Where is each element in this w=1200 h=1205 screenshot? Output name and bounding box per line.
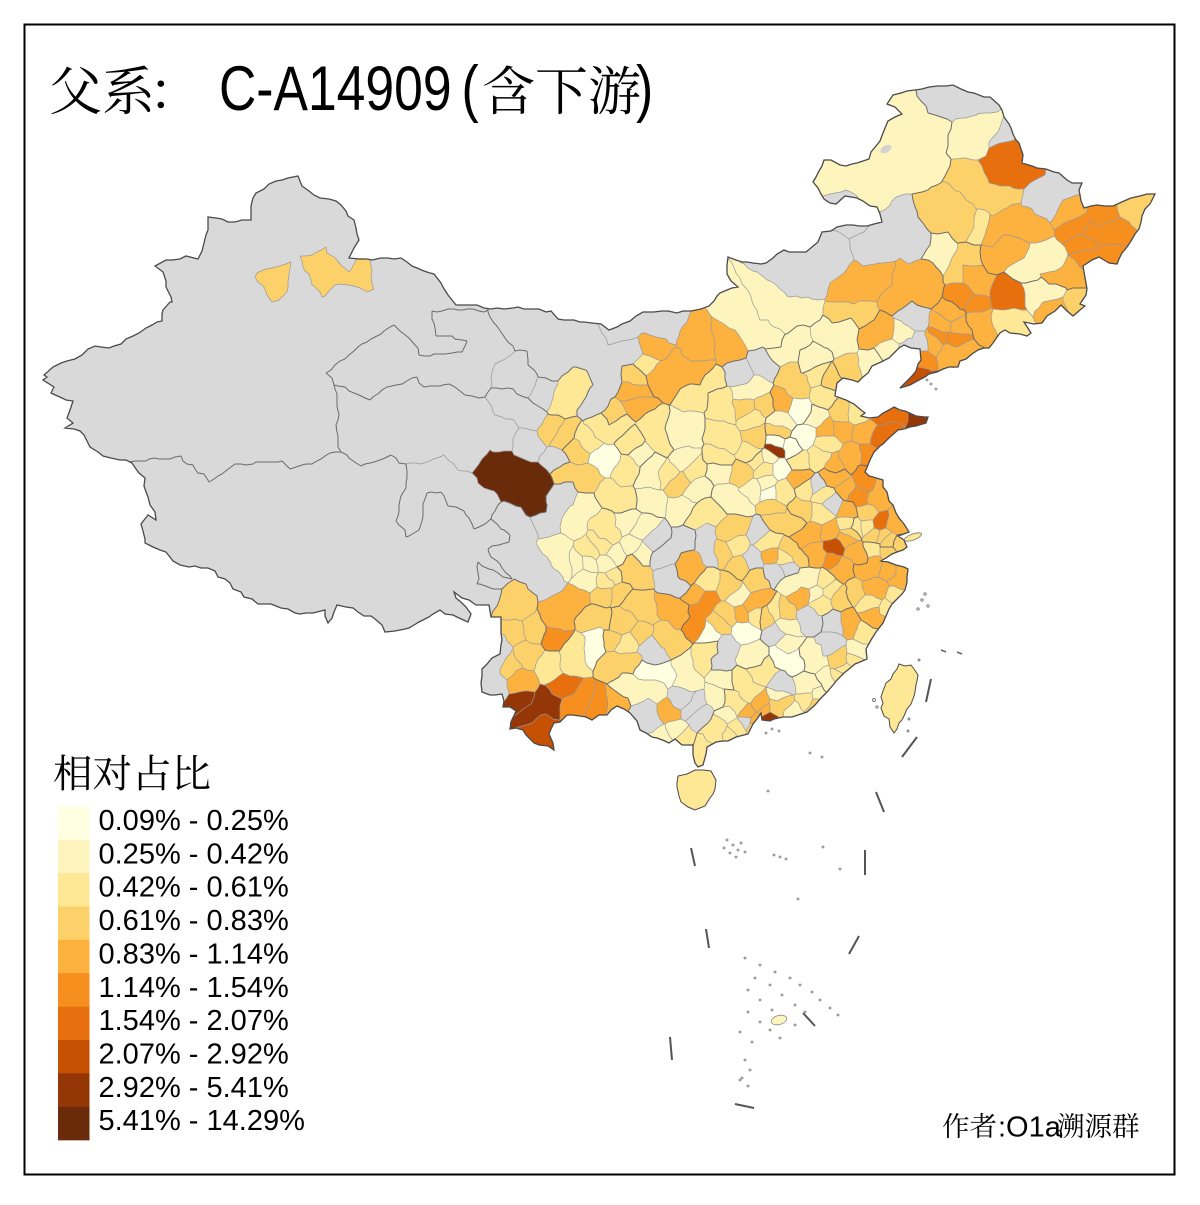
svg-text:(: (	[462, 54, 479, 124]
svg-text:2.07% - 2.92%: 2.07% - 2.92%	[99, 1039, 289, 1071]
svg-text:): )	[636, 54, 653, 124]
svg-text::O1a: :O1a	[998, 1112, 1062, 1144]
svg-text:0.09% - 0.25%: 0.09% - 0.25%	[99, 805, 289, 837]
svg-text:5.41% - 14.29%: 5.41% - 14.29%	[99, 1105, 305, 1137]
svg-text:2.92% - 5.41%: 2.92% - 5.41%	[99, 1072, 289, 1104]
svg-text:0.61% - 0.83%: 0.61% - 0.83%	[99, 905, 289, 937]
svg-text:1.54% - 2.07%: 1.54% - 2.07%	[99, 1005, 289, 1037]
svg-text:1.14% - 1.54%: 1.14% - 1.54%	[99, 972, 289, 1004]
svg-text:0.42% - 0.61%: 0.42% - 0.61%	[99, 872, 289, 904]
svg-text:0.25% - 0.42%: 0.25% - 0.42%	[99, 838, 289, 870]
svg-text:0.83% - 1.14%: 0.83% - 1.14%	[99, 938, 289, 970]
svg-text:C-A14909: C-A14909	[219, 54, 452, 124]
